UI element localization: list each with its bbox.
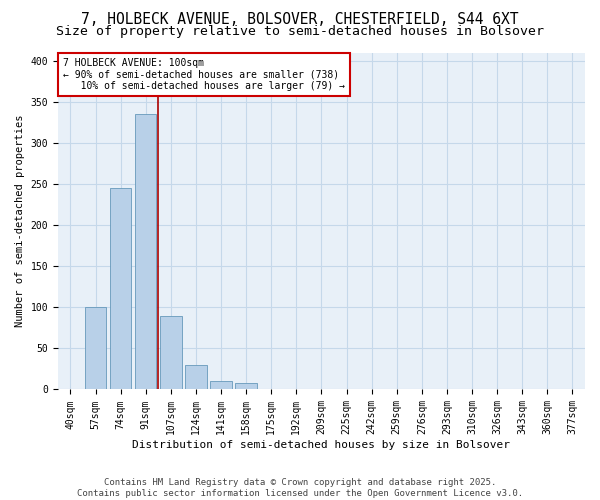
Text: 7 HOLBECK AVENUE: 100sqm
← 90% of semi-detached houses are smaller (738)
   10% : 7 HOLBECK AVENUE: 100sqm ← 90% of semi-d… — [63, 58, 345, 91]
Bar — [85, 308, 106, 390]
Text: 7, HOLBECK AVENUE, BOLSOVER, CHESTERFIELD, S44 6XT: 7, HOLBECK AVENUE, BOLSOVER, CHESTERFIEL… — [81, 12, 519, 28]
Bar — [185, 365, 206, 390]
Text: Contains HM Land Registry data © Crown copyright and database right 2025.
Contai: Contains HM Land Registry data © Crown c… — [77, 478, 523, 498]
Bar — [235, 383, 257, 390]
Y-axis label: Number of semi-detached properties: Number of semi-detached properties — [15, 114, 25, 327]
Bar — [110, 188, 131, 390]
Text: Size of property relative to semi-detached houses in Bolsover: Size of property relative to semi-detach… — [56, 25, 544, 38]
X-axis label: Distribution of semi-detached houses by size in Bolsover: Distribution of semi-detached houses by … — [133, 440, 511, 450]
Bar — [160, 316, 182, 390]
Bar — [211, 382, 232, 390]
Bar — [135, 114, 157, 390]
